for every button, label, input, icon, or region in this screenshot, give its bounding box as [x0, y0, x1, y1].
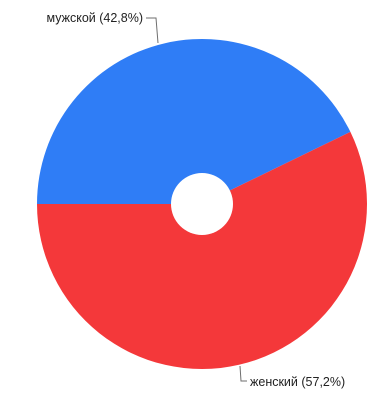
leader-line-1	[146, 17, 159, 44]
slice-labels: мужской (42,8%) женский (57,2%)	[46, 11, 345, 389]
slice-label-1: мужской (42,8%)	[46, 11, 143, 25]
pie-slices	[37, 39, 368, 370]
slice-label-2: женский (57,2%)	[250, 375, 345, 389]
leader-line-2	[239, 365, 247, 382]
donut-hole	[171, 173, 233, 235]
pie-slice-1	[37, 39, 351, 204]
pie-slice-2	[37, 131, 368, 370]
